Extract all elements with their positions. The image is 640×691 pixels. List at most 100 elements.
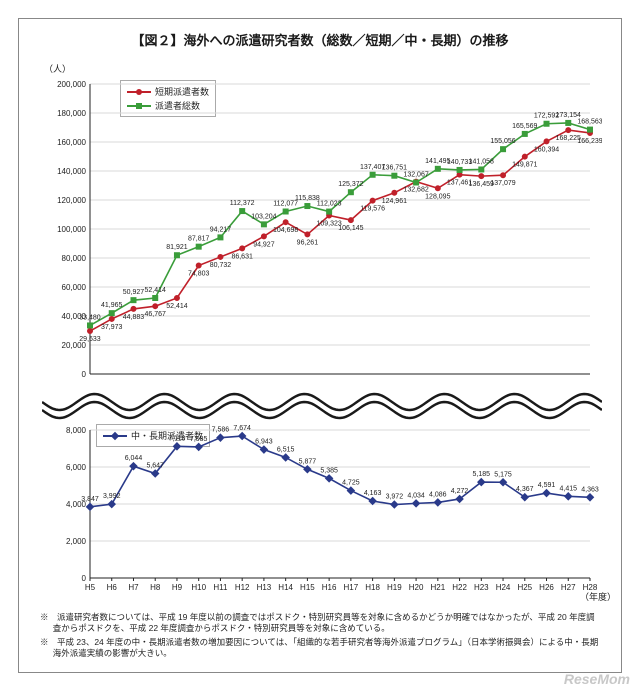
svg-text:5,877: 5,877 [299,458,317,465]
svg-text:H17: H17 [344,583,359,592]
svg-text:200,000: 200,000 [57,80,86,89]
svg-text:7,586: 7,586 [212,427,230,434]
svg-text:4,272: 4,272 [451,488,469,495]
svg-text:112,372: 112,372 [230,200,255,207]
svg-text:46,767: 46,767 [145,311,167,318]
svg-text:H12: H12 [235,583,250,592]
svg-text:141,058: 141,058 [469,158,494,165]
svg-text:4,725: 4,725 [342,480,360,487]
svg-text:106,145: 106,145 [338,225,363,232]
svg-text:6,515: 6,515 [277,446,295,453]
svg-text:4,034: 4,034 [407,492,425,499]
svg-text:4,363: 4,363 [581,486,599,493]
watermark: ReseMom [564,671,630,687]
svg-text:H10: H10 [191,583,206,592]
svg-text:H13: H13 [257,583,272,592]
svg-text:H15: H15 [300,583,315,592]
chart-title: 【図２】海外への派遣研究者数（総数／短期／中・長期）の推移 [0,30,640,49]
svg-text:4,086: 4,086 [429,491,447,498]
svg-text:168,563: 168,563 [577,119,602,126]
svg-text:H11: H11 [213,583,228,592]
svg-text:2,000: 2,000 [66,537,87,546]
svg-text:0: 0 [82,574,87,583]
svg-text:33,480: 33,480 [79,314,101,321]
svg-text:7,085: 7,085 [190,436,208,443]
svg-text:5,647: 5,647 [146,463,164,470]
svg-text:137,079: 137,079 [490,180,515,187]
svg-text:8,000: 8,000 [66,426,87,435]
x-axis-caption: （年度） [580,590,616,603]
svg-text:H27: H27 [561,583,576,592]
svg-text:80,000: 80,000 [62,254,87,263]
svg-text:H20: H20 [409,583,424,592]
lower-chart: 02,0004,0006,0008,000H5H6H7H8H9H10H11H12… [42,420,602,600]
svg-text:149,871: 149,871 [512,162,537,169]
footnotes: ※ 派遣研究者数については、平成 19 年度以前の調査ではポスドク・特別研究員等… [40,612,600,662]
svg-text:37,973: 37,973 [101,324,123,331]
svg-text:H5: H5 [85,583,96,592]
svg-text:H6: H6 [107,583,118,592]
svg-text:H23: H23 [474,583,489,592]
svg-text:6,044: 6,044 [125,455,143,462]
svg-text:H25: H25 [517,583,532,592]
svg-text:124,961: 124,961 [382,198,407,205]
svg-text:H9: H9 [172,583,183,592]
svg-text:3,847: 3,847 [81,496,99,503]
svg-text:160,000: 160,000 [57,138,86,147]
svg-text:H18: H18 [365,583,380,592]
svg-text:4,591: 4,591 [538,482,556,489]
svg-text:H21: H21 [430,583,445,592]
svg-text:5,385: 5,385 [320,467,338,474]
svg-text:29,633: 29,633 [79,336,101,343]
svg-text:160,394: 160,394 [534,146,559,153]
svg-text:132,067: 132,067 [403,172,428,179]
svg-text:H14: H14 [278,583,293,592]
svg-text:4,415: 4,415 [559,485,577,492]
svg-text:H7: H7 [128,583,139,592]
svg-text:128,095: 128,095 [425,193,450,200]
svg-text:7,118: 7,118 [168,435,185,442]
svg-text:0: 0 [82,370,87,379]
svg-text:41,965: 41,965 [101,302,123,309]
svg-text:H16: H16 [322,583,337,592]
svg-text:96,261: 96,261 [297,239,319,246]
svg-text:H24: H24 [496,583,511,592]
svg-text:100,000: 100,000 [57,225,86,234]
svg-text:180,000: 180,000 [57,109,86,118]
svg-text:H22: H22 [452,583,467,592]
svg-text:3,992: 3,992 [103,493,121,500]
svg-text:4,163: 4,163 [364,490,382,497]
svg-text:104,698: 104,698 [273,227,298,234]
svg-text:120,000: 120,000 [57,196,86,205]
svg-text:166,239: 166,239 [577,138,602,145]
svg-text:80,732: 80,732 [210,262,232,269]
svg-text:7,674: 7,674 [233,425,251,432]
svg-text:6,000: 6,000 [66,463,87,472]
upper-chart: 020,00040,00060,00080,000100,000120,0001… [42,74,602,384]
svg-text:112,023: 112,023 [317,201,342,208]
svg-text:44,883: 44,883 [123,314,145,321]
svg-text:87,817: 87,817 [188,236,210,243]
svg-text:86,631: 86,631 [231,253,253,260]
svg-text:5,175: 5,175 [494,471,512,478]
svg-text:119,576: 119,576 [360,206,385,213]
svg-text:5,185: 5,185 [473,471,491,478]
svg-text:4,367: 4,367 [516,486,534,493]
svg-text:140,000: 140,000 [57,167,86,176]
svg-text:3,972: 3,972 [386,494,404,501]
svg-text:165,569: 165,569 [512,123,537,130]
note-2: ※ 平成 23、24 年度の中・長期派遣者数の増加要因については、「組織的な若手… [53,637,600,660]
svg-text:155,056: 155,056 [490,138,515,145]
svg-text:94,927: 94,927 [253,241,275,248]
svg-text:H8: H8 [150,583,161,592]
svg-text:52,414: 52,414 [145,287,167,294]
svg-text:H19: H19 [387,583,402,592]
svg-text:103,204: 103,204 [251,213,276,220]
svg-text:50,927: 50,927 [123,289,145,296]
svg-text:81,921: 81,921 [166,244,188,251]
note-1: ※ 派遣研究者数については、平成 19 年度以前の調査ではポスドク・特別研究員等… [53,612,600,635]
svg-text:H26: H26 [539,583,554,592]
svg-text:52,414: 52,414 [166,303,188,310]
svg-text:6,943: 6,943 [255,439,273,446]
svg-text:60,000: 60,000 [62,283,87,292]
